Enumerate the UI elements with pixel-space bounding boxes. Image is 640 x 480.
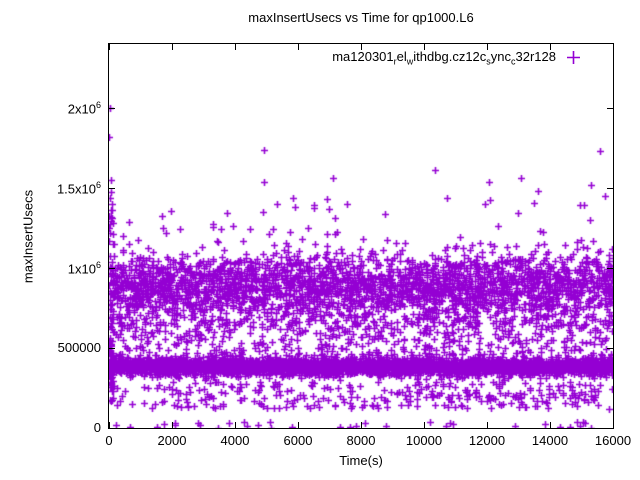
x-tick-mirror: [108, 44, 110, 50]
x-tick-mirror: [549, 44, 551, 50]
legend-subscript: w: [406, 56, 414, 67]
x-tick-mirror: [297, 44, 299, 50]
x-tick: [612, 422, 614, 428]
x-tick-label: 0: [105, 433, 113, 448]
scatter-points-canvas: [109, 44, 613, 428]
x-tick-label: 12000: [468, 433, 506, 448]
x-tick: [297, 422, 299, 428]
y-tick-mirror: [607, 107, 613, 109]
x-tick-mirror: [612, 44, 614, 50]
plot-area: [108, 43, 614, 429]
y-tick-mirror: [607, 187, 613, 189]
y-tick-label: 0: [93, 420, 101, 435]
y-tick-mirror: [607, 427, 613, 429]
x-tick: [423, 422, 425, 428]
x-tick-mirror: [486, 44, 488, 50]
x-tick-label: 16000: [594, 433, 632, 448]
legend-subscript: r: [393, 56, 397, 67]
x-tick: [360, 422, 362, 428]
y-tick-mirror: [607, 347, 613, 349]
y-tick-label: 1.5x106: [56, 180, 101, 197]
x-tick-label: 6000: [283, 433, 313, 448]
x-tick: [171, 422, 173, 428]
legend-label: ma120301relwithdbg.cz12csyncc32r128: [332, 49, 556, 67]
y-tick-label: 1x106: [67, 260, 101, 277]
y-tick: [109, 187, 115, 189]
x-axis-title: Time(s): [339, 453, 383, 468]
legend-text-segment: ma120301: [332, 49, 394, 64]
x-tick: [486, 422, 488, 428]
legend-subscript: c: [511, 56, 516, 67]
x-tick: [108, 422, 110, 428]
y-tick-label: 500000: [57, 340, 101, 355]
x-tick-label: 4000: [220, 433, 250, 448]
legend-text-segment: 32r128: [515, 49, 556, 64]
y-tick-mirror: [607, 267, 613, 269]
legend-subscript: s: [486, 56, 491, 67]
y-tick: [109, 107, 115, 109]
legend-marker-icon: [567, 51, 580, 64]
legend-text-segment: ithdbg.cz12c: [413, 49, 487, 64]
x-tick-mirror: [360, 44, 362, 50]
x-tick-label: 14000: [531, 433, 569, 448]
y-tick-label: 2x106: [67, 100, 101, 117]
x-tick: [234, 422, 236, 428]
legend-text-segment: ync: [490, 49, 512, 64]
x-tick-label: 10000: [405, 433, 443, 448]
x-tick: [549, 422, 551, 428]
chart-title: maxInsertUsecs vs Time for qp1000.L6: [248, 10, 474, 25]
y-tick: [109, 427, 115, 429]
x-tick-label: 8000: [346, 433, 376, 448]
x-tick-mirror: [171, 44, 173, 50]
x-tick-mirror: [423, 44, 425, 50]
y-tick: [109, 267, 115, 269]
x-tick-mirror: [234, 44, 236, 50]
x-tick-label: 2000: [157, 433, 187, 448]
legend-text-segment: el: [396, 49, 407, 64]
y-axis-title: maxInsertUsecs: [20, 189, 36, 284]
y-tick: [109, 347, 115, 349]
